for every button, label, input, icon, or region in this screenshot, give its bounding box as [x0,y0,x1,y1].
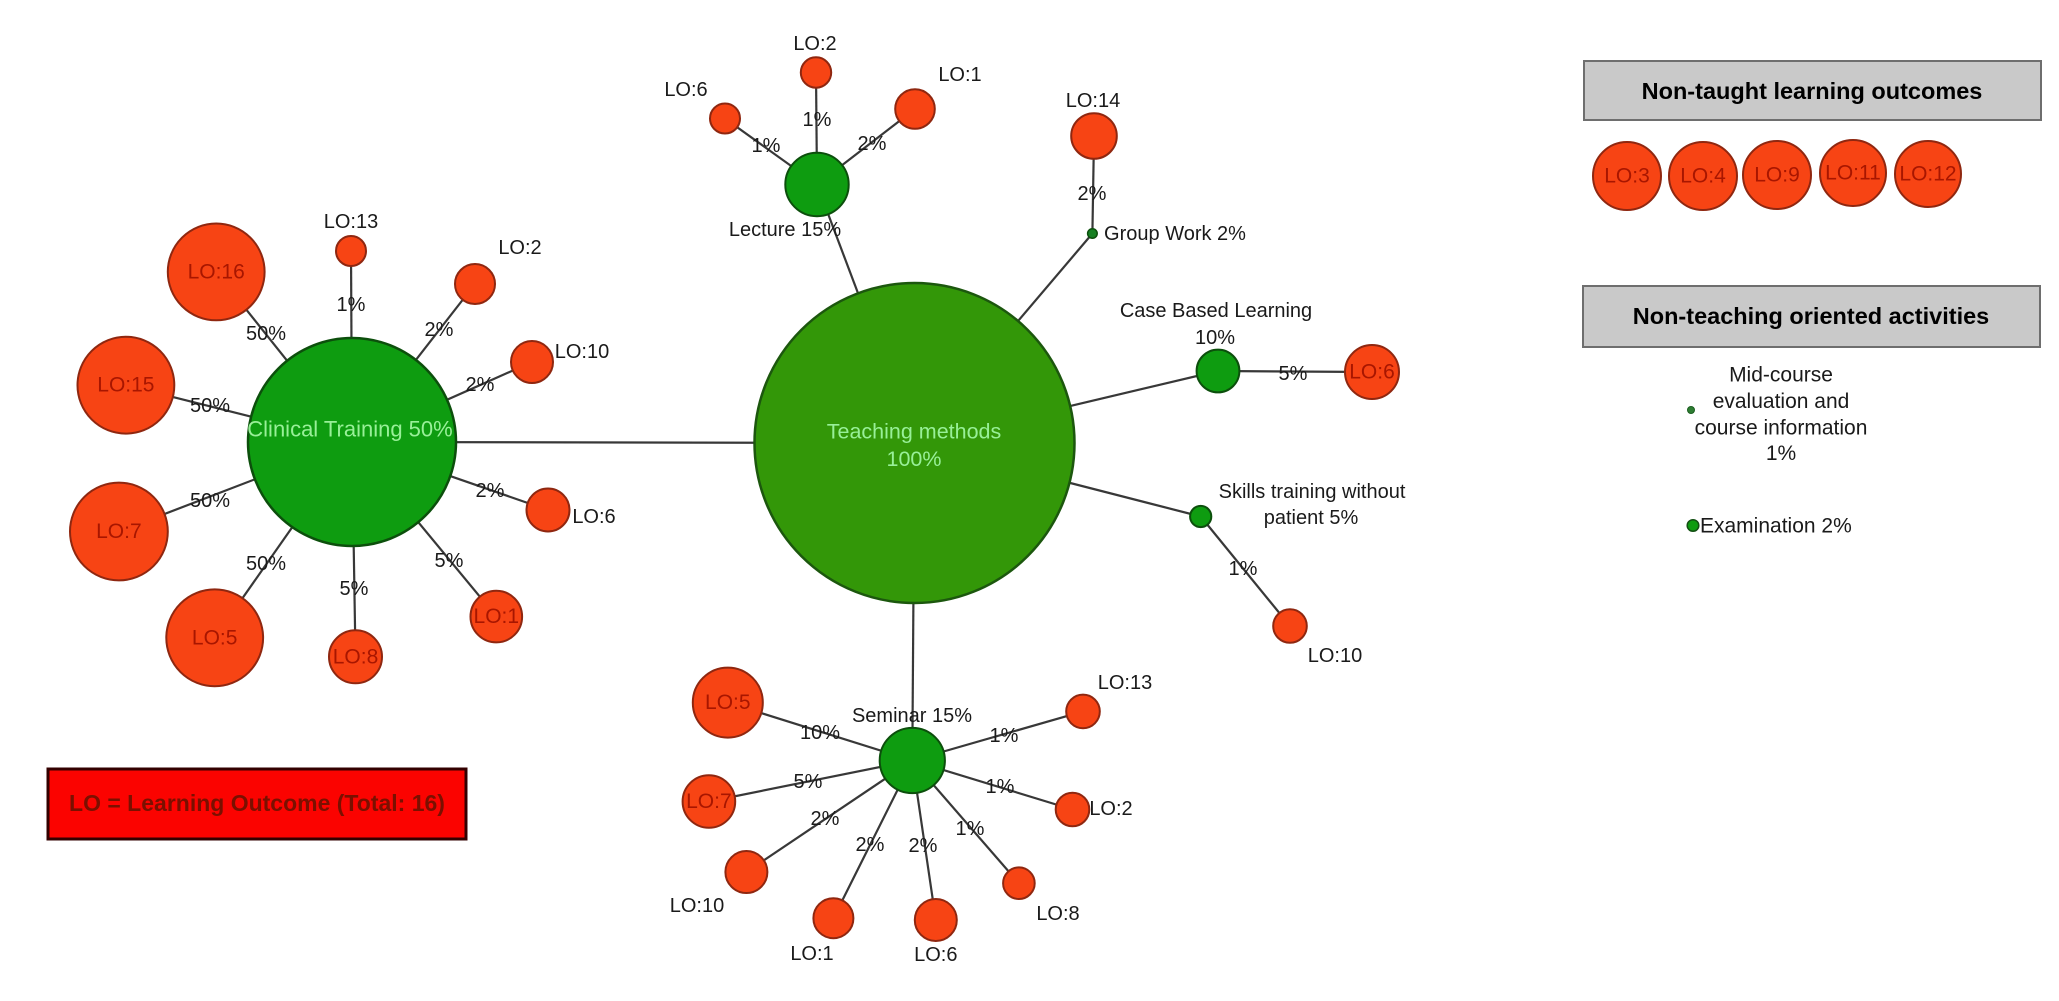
svg-text:50%: 50% [246,553,286,575]
svg-text:LO:2: LO:2 [793,33,836,55]
svg-text:LO:9: LO:9 [1754,164,1800,187]
svg-text:LO:6: LO:6 [664,79,707,101]
svg-text:LO = Learning Outcome (Total:: LO = Learning Outcome (Total: 16) [69,790,445,816]
svg-text:LO:6: LO:6 [914,944,957,966]
svg-text:100%: 100% [887,447,942,471]
svg-text:50%: 50% [246,323,286,345]
svg-text:LO:12: LO:12 [1899,163,1956,186]
svg-text:Group Work 2%: Group Work 2% [1104,223,1246,245]
svg-text:LO:13: LO:13 [1098,672,1152,694]
svg-text:LO:7: LO:7 [686,790,732,813]
svg-text:Examination 2%: Examination 2% [1700,515,1852,538]
svg-text:2%: 2% [1078,183,1107,205]
svg-text:1%: 1% [990,725,1019,747]
svg-text:LO:2: LO:2 [498,237,541,259]
svg-text:5%: 5% [1279,363,1308,385]
svg-text:LO:1: LO:1 [790,943,833,965]
svg-text:1%: 1% [956,818,985,840]
svg-text:1%: 1% [986,776,1015,798]
svg-text:1%: 1% [337,294,366,316]
svg-text:LO:6: LO:6 [1349,361,1395,384]
svg-text:2%: 2% [476,480,505,502]
svg-text:LO:5: LO:5 [192,626,238,649]
svg-text:course information: course information [1695,417,1868,440]
svg-text:LO:11: LO:11 [1825,162,1881,185]
svg-text:50%: 50% [190,395,230,417]
svg-text:1%: 1% [1766,442,1796,465]
svg-text:LO:15: LO:15 [97,374,154,397]
svg-text:5%: 5% [794,771,823,793]
svg-text:2%: 2% [466,374,495,396]
svg-text:2%: 2% [811,808,840,830]
svg-text:LO:8: LO:8 [1036,903,1079,925]
svg-text:2%: 2% [856,834,885,856]
svg-text:LO:13: LO:13 [324,211,378,233]
svg-text:1%: 1% [1229,558,1258,580]
svg-text:50%: 50% [190,490,230,512]
svg-text:LO:14: LO:14 [1066,90,1120,112]
svg-text:2%: 2% [425,319,454,341]
svg-text:LO:6: LO:6 [572,506,615,528]
svg-text:Case Based Learning: Case Based Learning [1120,300,1312,322]
svg-text:Teaching methods: Teaching methods [827,420,1002,444]
svg-text:LO:5: LO:5 [705,691,751,714]
svg-text:2%: 2% [909,835,938,857]
svg-text:10%: 10% [1195,327,1235,349]
svg-text:Clinical Training 50%: Clinical Training 50% [247,417,452,442]
svg-text:2%: 2% [858,133,887,155]
svg-text:Non-taught learning outcomes: Non-taught learning outcomes [1642,78,1983,104]
svg-text:Non-teaching oriented activiti: Non-teaching oriented activities [1633,303,1989,329]
svg-text:LO:8: LO:8 [333,645,379,668]
svg-text:LO:7: LO:7 [96,520,142,543]
svg-text:patient 5%: patient 5% [1264,507,1359,529]
svg-text:1%: 1% [752,135,781,157]
svg-text:Seminar 15%: Seminar 15% [852,705,972,727]
svg-text:LO:16: LO:16 [188,260,245,283]
svg-text:LO:3: LO:3 [1604,165,1650,188]
svg-text:LO:10: LO:10 [1308,645,1362,667]
svg-text:1%: 1% [803,109,832,131]
svg-text:LO:10: LO:10 [555,341,609,363]
svg-text:LO:4: LO:4 [1680,165,1726,188]
svg-text:Mid-course: Mid-course [1729,364,1833,387]
svg-text:LO:10: LO:10 [670,895,724,917]
svg-text:evaluation and: evaluation and [1713,390,1850,413]
svg-text:LO:1: LO:1 [938,64,981,86]
svg-text:5%: 5% [435,550,464,572]
svg-text:LO:2: LO:2 [1089,798,1132,820]
svg-text:LO:1: LO:1 [474,605,520,628]
svg-text:Skills training without: Skills training without [1219,481,1406,503]
svg-text:5%: 5% [340,578,369,600]
svg-text:Lecture 15%: Lecture 15% [729,219,842,241]
svg-text:10%: 10% [800,722,840,744]
